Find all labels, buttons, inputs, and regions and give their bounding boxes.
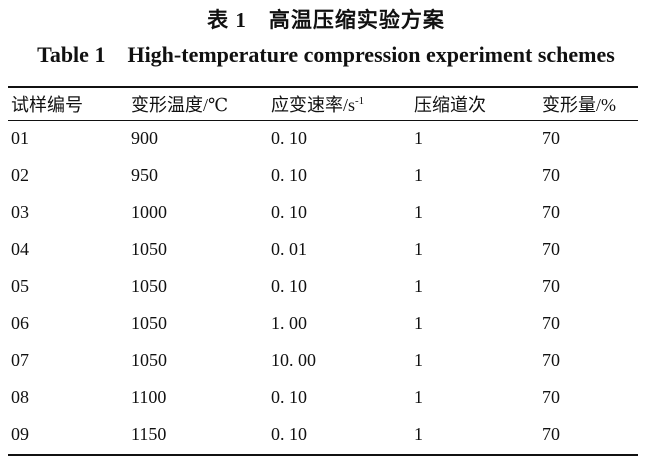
cell-passes: 1 — [414, 239, 423, 259]
cell-strain-rate: 0. 10 — [271, 387, 307, 407]
table-row: 07 1050 10. 00 1 70 — [8, 342, 638, 379]
cell-temperature: 1000 — [131, 202, 167, 222]
cell-strain-rate: 0. 10 — [271, 202, 307, 222]
cell-passes: 1 — [414, 387, 423, 407]
header-passes: 压缩道次 — [414, 95, 486, 115]
cell-sample-id: 02 — [11, 165, 29, 185]
cell-temperature: 1050 — [131, 239, 167, 259]
cell-temperature: 1150 — [131, 424, 167, 444]
table-row: 01 900 0. 10 1 70 — [8, 120, 638, 157]
header-strain-rate: 应变速率/s-1 — [268, 88, 411, 120]
header-sample-id: 试样编号 — [11, 95, 83, 115]
cell-passes: 1 — [414, 165, 423, 185]
header-strain-rate-text: 应变速率/s — [271, 95, 356, 115]
cell-deformation: 70 — [542, 387, 560, 407]
cell-strain-rate: 0. 10 — [271, 165, 307, 185]
table-label: Table 1 — [37, 42, 106, 67]
cell-deformation: 70 — [542, 313, 560, 333]
cell-temperature: 950 — [131, 165, 158, 185]
header-rule — [8, 120, 638, 121]
cell-sample-id: 03 — [11, 202, 29, 222]
cell-sample-id: 01 — [11, 128, 29, 148]
experiment-table: 试样编号 变形温度/℃ 应变速率/s-1 压缩道次 变形量/% 01 900 0. … — [8, 88, 638, 453]
cell-deformation: 70 — [542, 350, 560, 370]
cell-deformation: 70 — [542, 276, 560, 296]
top-rule — [8, 86, 638, 88]
cell-deformation: 70 — [542, 202, 560, 222]
cell-sample-id: 07 — [11, 350, 29, 370]
table-row: 08 1100 0. 10 1 70 — [8, 379, 638, 416]
header-row: 试样编号 变形温度/℃ 应变速率/s-1 压缩道次 变形量/% — [8, 88, 638, 120]
cell-passes: 1 — [414, 276, 423, 296]
cell-deformation: 70 — [542, 239, 560, 259]
cell-deformation: 70 — [542, 128, 560, 148]
table-row: 03 1000 0. 10 1 70 — [8, 194, 638, 231]
cell-temperature: 900 — [131, 128, 158, 148]
cell-temperature: 1100 — [131, 387, 167, 407]
cell-sample-id: 05 — [11, 276, 29, 296]
cell-strain-rate: 0. 10 — [271, 276, 307, 296]
cell-strain-rate: 0. 10 — [271, 424, 307, 444]
table-row: 02 950 0. 10 1 70 — [8, 157, 638, 194]
cell-passes: 1 — [414, 128, 423, 148]
header-temperature: 变形温度/℃ — [131, 95, 229, 115]
cell-passes: 1 — [414, 424, 423, 444]
header-deformation: 变形量/% — [542, 95, 616, 115]
table-row: 09 1150 0. 10 1 70 — [8, 416, 638, 453]
cell-sample-id: 08 — [11, 387, 29, 407]
table-caption-chinese: 表 1 高温压缩实验方案 — [207, 8, 445, 32]
cell-passes: 1 — [414, 350, 423, 370]
table-row: 05 1050 0. 10 1 70 — [8, 268, 638, 305]
table-row: 06 1050 1. 00 1 70 — [8, 305, 638, 342]
cell-temperature: 1050 — [131, 276, 167, 296]
cell-passes: 1 — [414, 202, 423, 222]
cell-deformation: 70 — [542, 424, 560, 444]
table-row: 04 1050 0. 01 1 70 — [8, 231, 638, 268]
cell-strain-rate: 10. 00 — [271, 350, 316, 370]
table-caption-english: Table 1 High-temperature compression exp… — [0, 42, 652, 68]
cell-sample-id: 09 — [11, 424, 29, 444]
cell-temperature: 1050 — [131, 350, 167, 370]
table-title: High-temperature compression experiment … — [127, 42, 615, 67]
cell-strain-rate: 1. 00 — [271, 313, 307, 333]
cell-deformation: 70 — [542, 165, 560, 185]
cell-passes: 1 — [414, 313, 423, 333]
cell-strain-rate: 0. 10 — [271, 128, 307, 148]
bottom-rule — [8, 454, 638, 456]
strain-rate-exponent: -1 — [355, 95, 365, 107]
cell-temperature: 1050 — [131, 313, 167, 333]
cell-strain-rate: 0. 01 — [271, 239, 307, 259]
cell-sample-id: 06 — [11, 313, 29, 333]
cell-sample-id: 04 — [11, 239, 29, 259]
